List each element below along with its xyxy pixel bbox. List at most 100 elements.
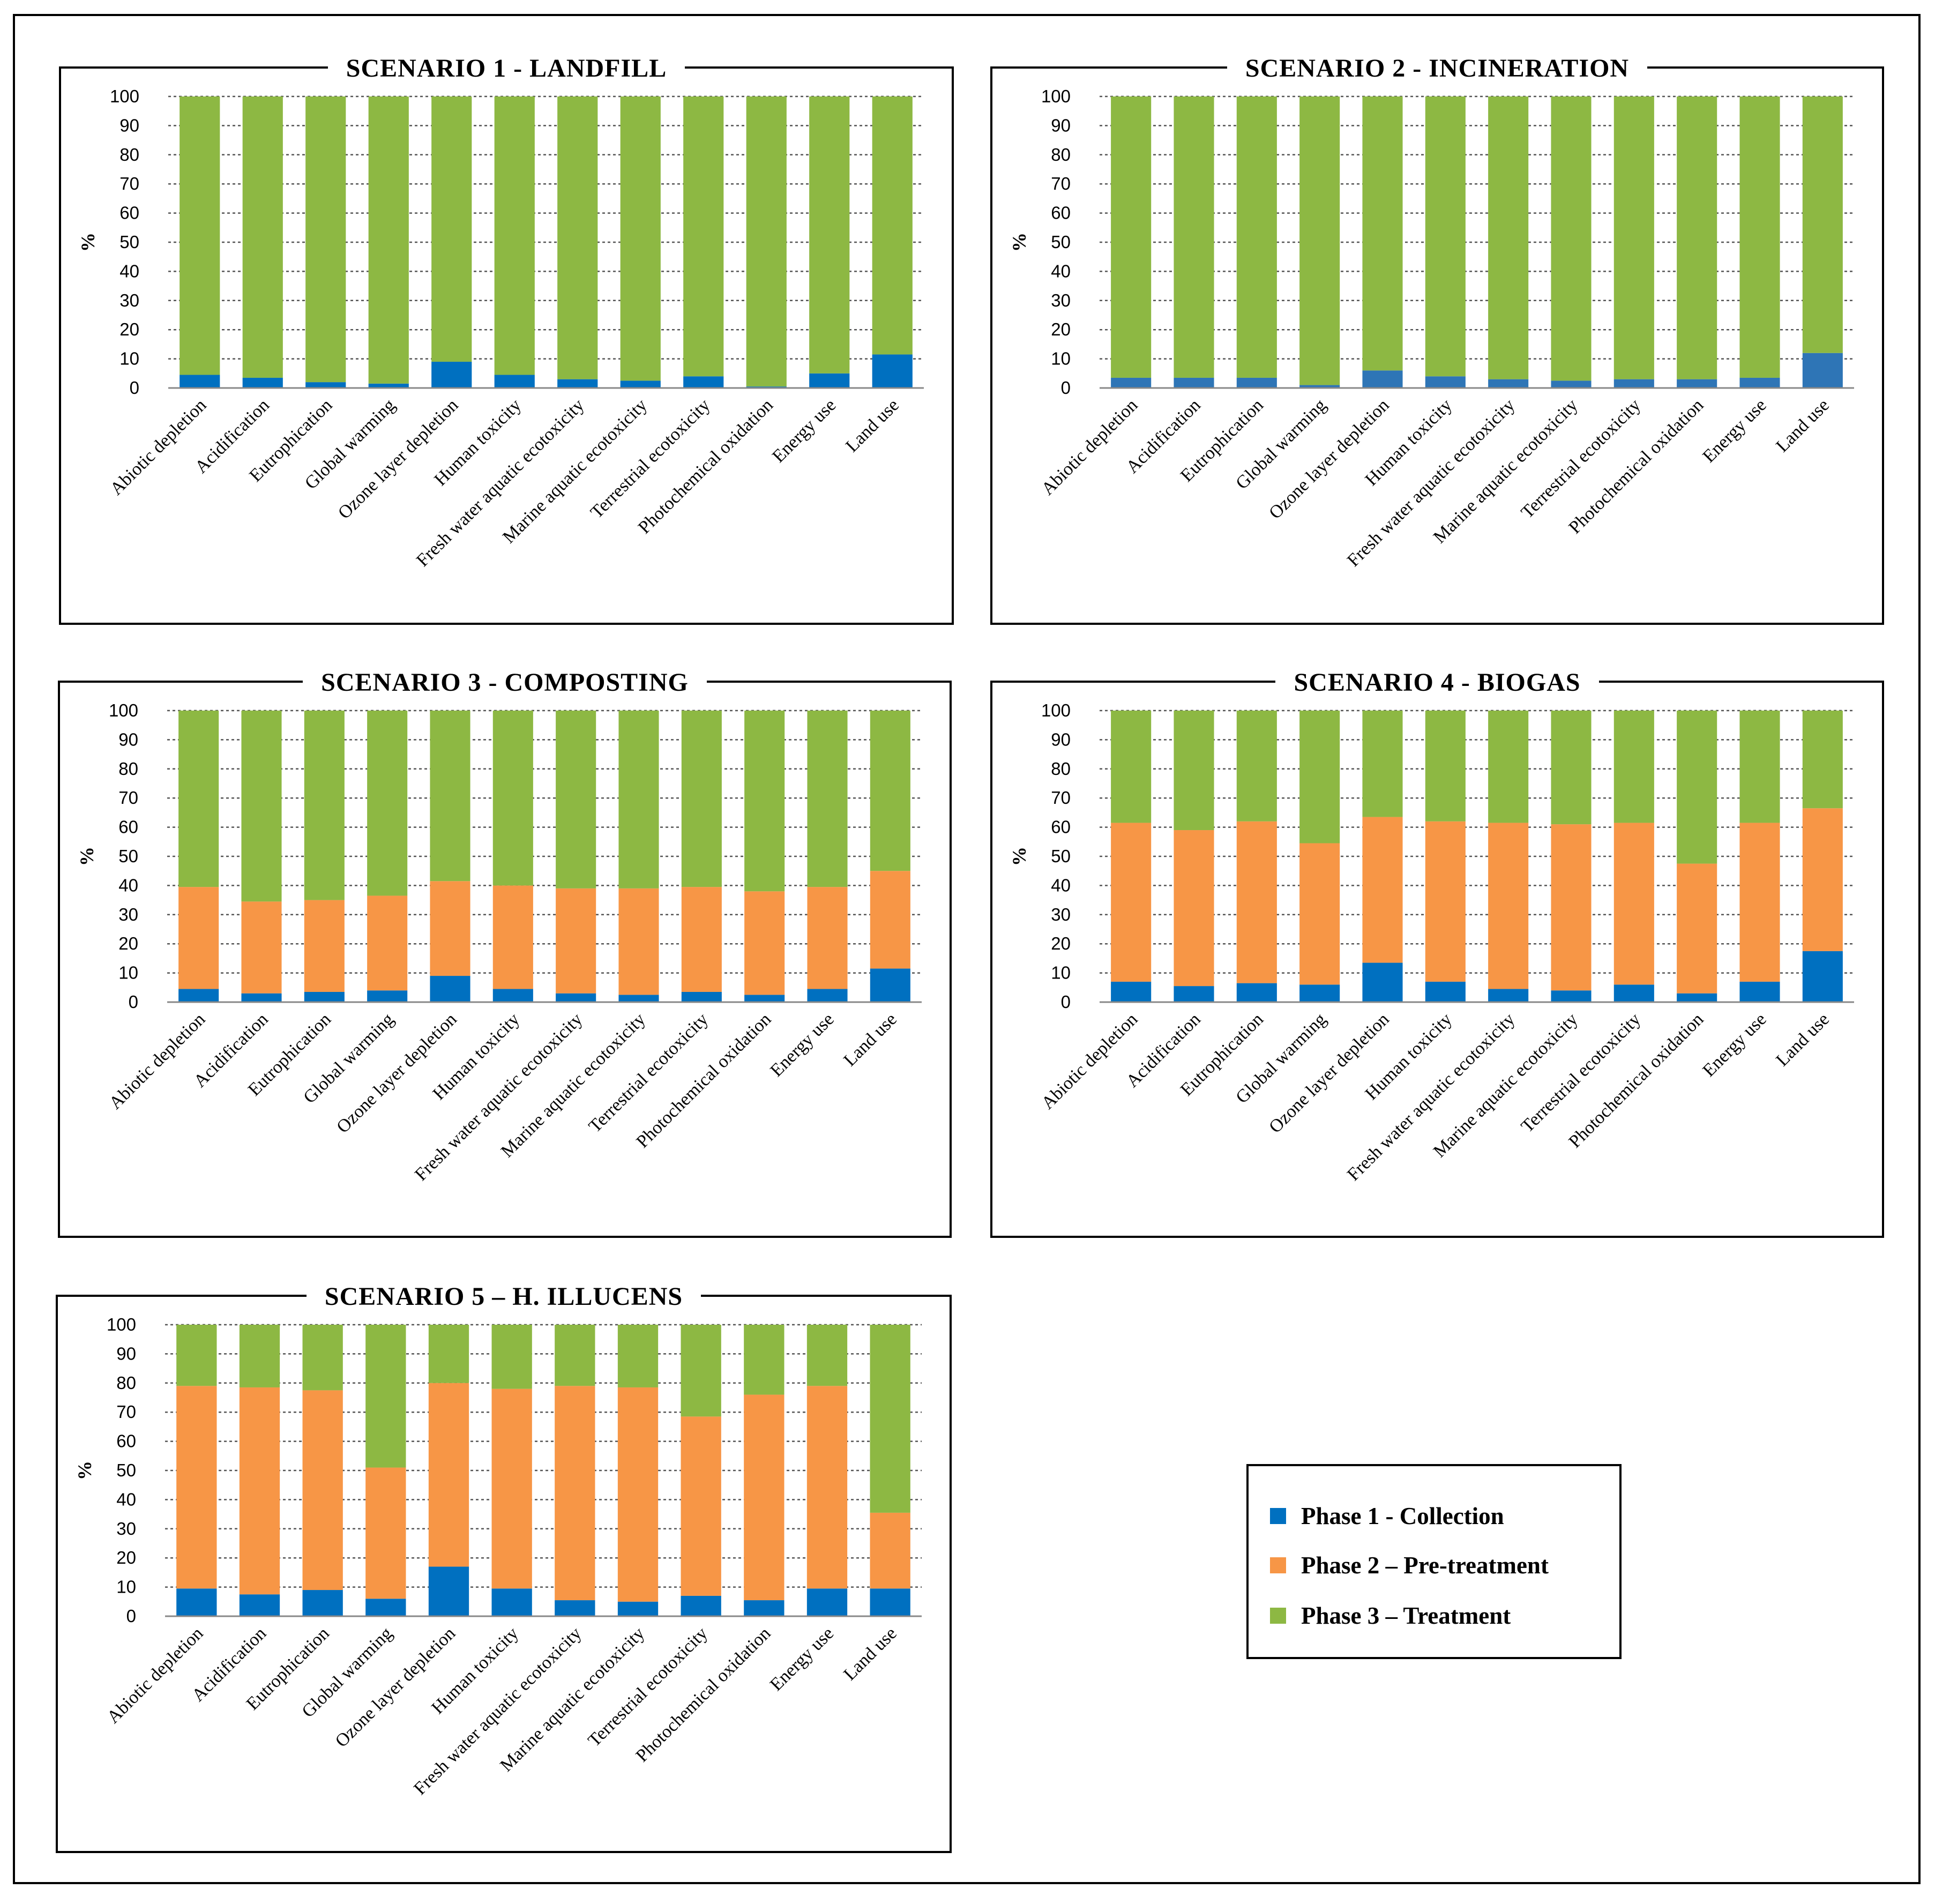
y-tick-label: 20 [119,319,139,339]
bar-segment-ozone-layer-depletion-phase-3: Phase 3 – Treatment: 91 [431,96,472,362]
bar-segment-eutrophication-phase-1: Phase 1 - Collection: 2 [305,382,346,388]
bar-segment-energy-use-phase-3: Phase 3 – Treatment: 60.5 [807,711,848,887]
bar-segment-energy-use-phase-1: Phase 1 - Collection: 5 [809,373,850,388]
x-tick-label: Land use [842,395,903,456]
bar-segment-human-toxicity-phase-1: Phase 1 - Collection: 7 [1425,981,1466,1002]
bar-segment-human-toxicity-phase-1: Phase 1 - Collection: 4 [1425,376,1466,388]
bar-segment-human-toxicity-phase-3: Phase 3 – Treatment: 95.5 [494,96,535,375]
bar-segment-marine-aquatic-ecotoxicity-phase-3: Phase 3 – Treatment: 39 [1551,711,1592,825]
bar-segment-terrestrial-ecotoxicity-phase-3: Phase 3 – Treatment: 38.5 [1613,711,1654,823]
bar-segment-eutrophication-phase-2: Phase 2 – Pre-treatment: 31.5 [304,900,345,992]
y-tick-label: 0 [1061,378,1071,398]
bar-segment-land-use-phase-1: Phase 1 - Collection: 17.5 [1802,951,1843,1002]
chart-plot-svg: 0 10 20 30 40 50 60 70 80 90 100% Phase 1 - Collect… [1008,86,1854,571]
y-tick-label: 100 [109,700,138,720]
bar-segment-acidification-phase-1: Phase 1 - Collection: 3.5 [1174,377,1214,388]
chart-plot-svg: 0 10 20 30 40 50 60 70 80 90 100% Phase 1 - Collect… [74,1315,922,1799]
bar-segment-global-warming-phase-3: Phase 3 – Treatment: 98.5 [368,96,409,384]
bar-segment-terrestrial-ecotoxicity-phase-2: Phase 2 – Pre-treatment: 36 [681,887,722,992]
y-tick-label: 70 [118,788,138,808]
x-tick-label: Abiotic depletion [107,395,211,499]
bar-segment-marine-aquatic-ecotoxicity-phase-1: Phase 1 - Collection: 4 [1551,990,1592,1002]
x-tick-label: Abiotic depletion [103,1623,207,1727]
bar-segment-abiotic-depletion-phase-1: Phase 1 - Collection: 3.5 [1111,377,1152,388]
bar-segment-land-use-phase-3: Phase 3 – Treatment: 55 [870,711,910,871]
bar-segment-energy-use-phase-3: Phase 3 – Treatment: 96.5 [1739,96,1780,378]
bar-segment-abiotic-depletion-phase-1: Phase 1 - Collection: 9.5 [176,1588,217,1616]
bar-segment-energy-use-phase-1: Phase 1 - Collection: 9.5 [806,1588,848,1616]
y-tick-label: 10 [116,1577,136,1597]
bar-segment-ozone-layer-depletion-phase-3: Phase 3 – Treatment: 94 [1362,96,1403,371]
bar-segment-fresh-water-aquatic-ecotoxicity-phase-3: Phase 3 – Treatment: 38.5 [1488,711,1529,823]
bar-segment-acidification-phase-3: Phase 3 – Treatment: 96.5 [1174,96,1214,378]
bar-segment-marine-aquatic-ecotoxicity-phase-1: Phase 1 - Collection: 2.5 [618,995,659,1002]
bar-segment-marine-aquatic-ecotoxicity-phase-3: Phase 3 – Treatment: 97.5 [620,96,661,381]
figure-frame [13,14,1921,1884]
bar-segment-human-toxicity-phase-2: Phase 2 – Pre-treatment: 35.5 [492,885,533,989]
x-tick-label: Energy use [768,395,840,466]
bar-segment-photochemical-oxidation-phase-2: Phase 2 – Pre-treatment: 35.5 [744,891,785,995]
x-tick-label: Abiotic depletion [106,1009,210,1113]
bar-segment-energy-use-phase-1: Phase 1 - Collection: 3.5 [1739,377,1780,388]
y-tick-label: 10 [119,349,139,369]
y-tick-label: 50 [119,232,139,252]
bar-segment-abiotic-depletion-phase-3: Phase 3 – Treatment: 60.5 [178,711,219,887]
y-tick-label: 0 [130,378,139,398]
bar-segment-fresh-water-aquatic-ecotoxicity-phase-1: Phase 1 - Collection: 5.5 [555,1600,595,1616]
bar-segment-ozone-layer-depletion-phase-3: Phase 3 – Treatment: 58.5 [430,711,470,882]
y-tick-label: 60 [1051,203,1071,223]
bar-segment-marine-aquatic-ecotoxicity-phase-3: Phase 3 – Treatment: 97.5 [1551,96,1592,381]
bar-segment-land-use-phase-3: Phase 3 – Treatment: 88.5 [872,96,913,355]
bar-segment-eutrophication-phase-1: Phase 1 - Collection: 3.5 [1236,377,1277,388]
bar-segment-fresh-water-aquatic-ecotoxicity-phase-1: Phase 1 - Collection: 3 [1488,379,1529,388]
x-tick-label: Terrestrial ecotoxicity [587,395,714,522]
y-axis-label: % [77,233,99,252]
bar-segment-energy-use-phase-3: Phase 3 – Treatment: 38.5 [1739,711,1780,823]
bar-segment-acidification-phase-2: Phase 2 – Pre-treatment: 31.5 [241,901,282,994]
y-axis-label: % [1008,233,1030,252]
bar-segment-global-warming-phase-3: Phase 3 – Treatment: 45.5 [1299,711,1340,843]
bar-segment-acidification-phase-2: Phase 2 – Pre-treatment: 71 [239,1387,280,1595]
y-tick-label: 40 [116,1489,136,1509]
bar-segment-acidification-phase-3: Phase 3 – Treatment: 65.5 [241,711,282,902]
chart-scenario-5-h-illucens: SCENARIO 5 – H. ILLUCENS 0 10 20 30 40 50 60 70… [56,1282,952,1853]
y-tick-label: 40 [119,261,139,281]
bar-segment-abiotic-depletion-phase-1: Phase 1 - Collection: 4.5 [178,989,219,1002]
y-tick-label: 30 [116,1519,136,1539]
x-tick-label: Terrestrial ecotoxicity [584,1623,711,1750]
bar-segment-fresh-water-aquatic-ecotoxicity-phase-2: Phase 2 – Pre-treatment: 36 [556,888,596,994]
bar-segment-eutrophication-phase-1: Phase 1 - Collection: 9 [302,1590,343,1616]
bar-segment-ozone-layer-depletion-phase-2: Phase 2 – Pre-treatment: 32.5 [430,881,470,976]
chart-scenario-4-biogas: SCENARIO 4 - BIOGAS 0 10 20 30 40 50 60 70 80 90 1… [990,668,1884,1238]
bar-segment-marine-aquatic-ecotoxicity-phase-1: Phase 1 - Collection: 5 [617,1601,659,1616]
bar-segment-eutrophication-phase-3: Phase 3 – Treatment: 98 [305,96,346,383]
x-tick-label: Ozone layer depletion [333,1009,460,1137]
bar-segment-eutrophication-phase-3: Phase 3 – Treatment: 96.5 [1236,96,1277,378]
bar-segment-abiotic-depletion-phase-1: Phase 1 - Collection: 7 [1111,981,1152,1002]
bar-segment-land-use-phase-1: Phase 1 - Collection: 9.5 [870,1588,910,1616]
bar-segment-fresh-water-aquatic-ecotoxicity-phase-3: Phase 3 – Treatment: 21 [555,1325,595,1386]
y-tick-label: 80 [119,145,139,165]
bar-segment-human-toxicity-phase-2: Phase 2 – Pre-treatment: 68.5 [491,1388,532,1589]
bar-segment-photochemical-oxidation-phase-1: Phase 1 - Collection: 3 [1677,993,1717,1002]
bar-segment-terrestrial-ecotoxicity-phase-2: Phase 2 – Pre-treatment: 61.5 [681,1416,721,1596]
y-tick-label: 90 [116,1343,136,1363]
bar-segment-abiotic-depletion-phase-3: Phase 3 – Treatment: 96.5 [1111,96,1152,378]
bar-segment-photochemical-oxidation-phase-2: Phase 2 – Pre-treatment: 70.5 [744,1394,785,1601]
bar-segment-energy-use-phase-3: Phase 3 – Treatment: 95 [809,96,850,374]
bar-segment-human-toxicity-phase-3: Phase 3 – Treatment: 60 [492,711,533,886]
y-tick-label: 90 [1051,115,1071,135]
bar-segment-photochemical-oxidation-phase-2: Phase 2 – Pre-treatment: 44.5 [1677,863,1717,994]
x-tick-label: Terrestrial ecotoxicity [585,1009,712,1136]
bar-segment-eutrophication-phase-2: Phase 2 – Pre-treatment: 55.5 [1236,821,1277,983]
y-tick-label: 60 [119,203,139,223]
bar-segment-photochemical-oxidation-phase-3: Phase 3 – Treatment: 99.5 [746,96,787,387]
y-tick-label: 50 [1051,232,1071,252]
bar-segment-human-toxicity-phase-3: Phase 3 – Treatment: 96 [1425,96,1466,377]
bar-segment-abiotic-depletion-phase-2: Phase 2 – Pre-treatment: 35 [178,887,219,989]
y-tick-label: 60 [116,1431,136,1451]
y-axis-label: % [76,847,98,866]
bar-segment-ozone-layer-depletion-phase-1: Phase 1 - Collection: 13.5 [1362,962,1403,1002]
x-tick-label: Terrestrial ecotoxicity [1518,395,1645,522]
y-tick-label: 80 [118,759,138,779]
